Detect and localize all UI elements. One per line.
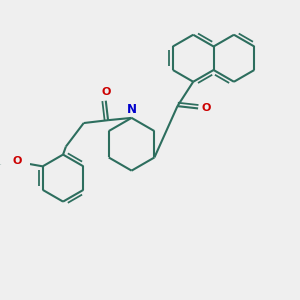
Text: O: O	[12, 156, 22, 166]
Text: O: O	[101, 87, 110, 97]
Text: methoxy: methoxy	[0, 164, 2, 165]
Text: N: N	[127, 103, 136, 116]
Text: O: O	[202, 103, 211, 113]
